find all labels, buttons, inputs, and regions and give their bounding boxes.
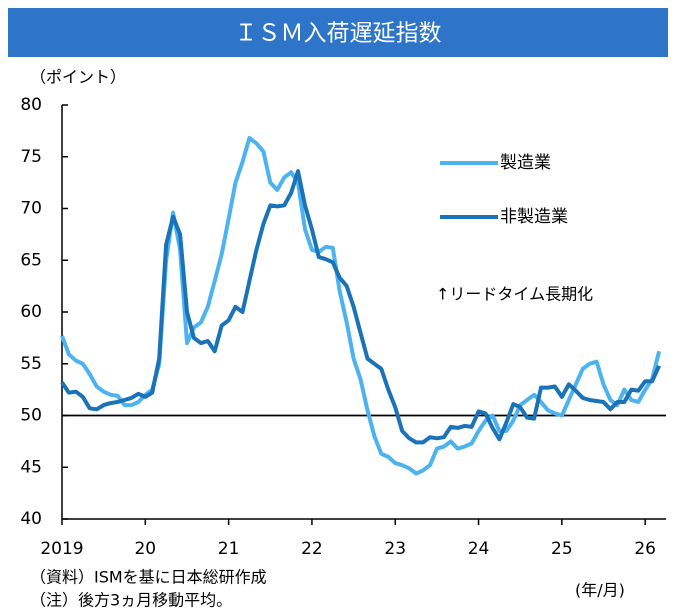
title-bar bbox=[8, 8, 668, 57]
chart-title: ＩＳＭ入荷遅延指数 bbox=[235, 21, 442, 47]
y-axis-label: （ポイント） bbox=[30, 68, 126, 87]
y-tick-label: 80 bbox=[20, 95, 42, 115]
y-tick-label: 60 bbox=[20, 302, 42, 322]
note: （注）後方3ヵ月移動平均。 bbox=[30, 591, 232, 610]
legend-label: 非製造業 bbox=[500, 207, 568, 227]
legend-label: 製造業 bbox=[500, 153, 551, 173]
y-tick-label: 75 bbox=[20, 147, 42, 167]
x-tick-label: 24 bbox=[468, 539, 490, 559]
x-tick-label: 25 bbox=[551, 539, 573, 559]
y-tick-label: 45 bbox=[20, 457, 42, 477]
y-tick-label: 40 bbox=[20, 509, 42, 529]
series-line bbox=[60, 169, 661, 445]
x-tick-label: 22 bbox=[301, 539, 323, 559]
source: （資料）ISMを基に日本総研作成 bbox=[30, 568, 267, 587]
series-line bbox=[60, 136, 662, 476]
x-tick-label: 26 bbox=[634, 539, 656, 559]
x-tick-label: 23 bbox=[384, 539, 406, 559]
x-tick-label: 2019 bbox=[40, 539, 83, 559]
y-tick-label: 70 bbox=[20, 199, 42, 219]
y-tick-label: 50 bbox=[20, 406, 42, 426]
y-tick-label: 65 bbox=[20, 250, 42, 270]
x-tick-label: 20 bbox=[134, 539, 156, 559]
x-axis-label: (年/月) bbox=[575, 581, 625, 600]
x-tick-label: 21 bbox=[218, 539, 240, 559]
annotation: ↑リードタイム長期化 bbox=[436, 285, 593, 304]
y-tick-label: 55 bbox=[20, 354, 42, 374]
